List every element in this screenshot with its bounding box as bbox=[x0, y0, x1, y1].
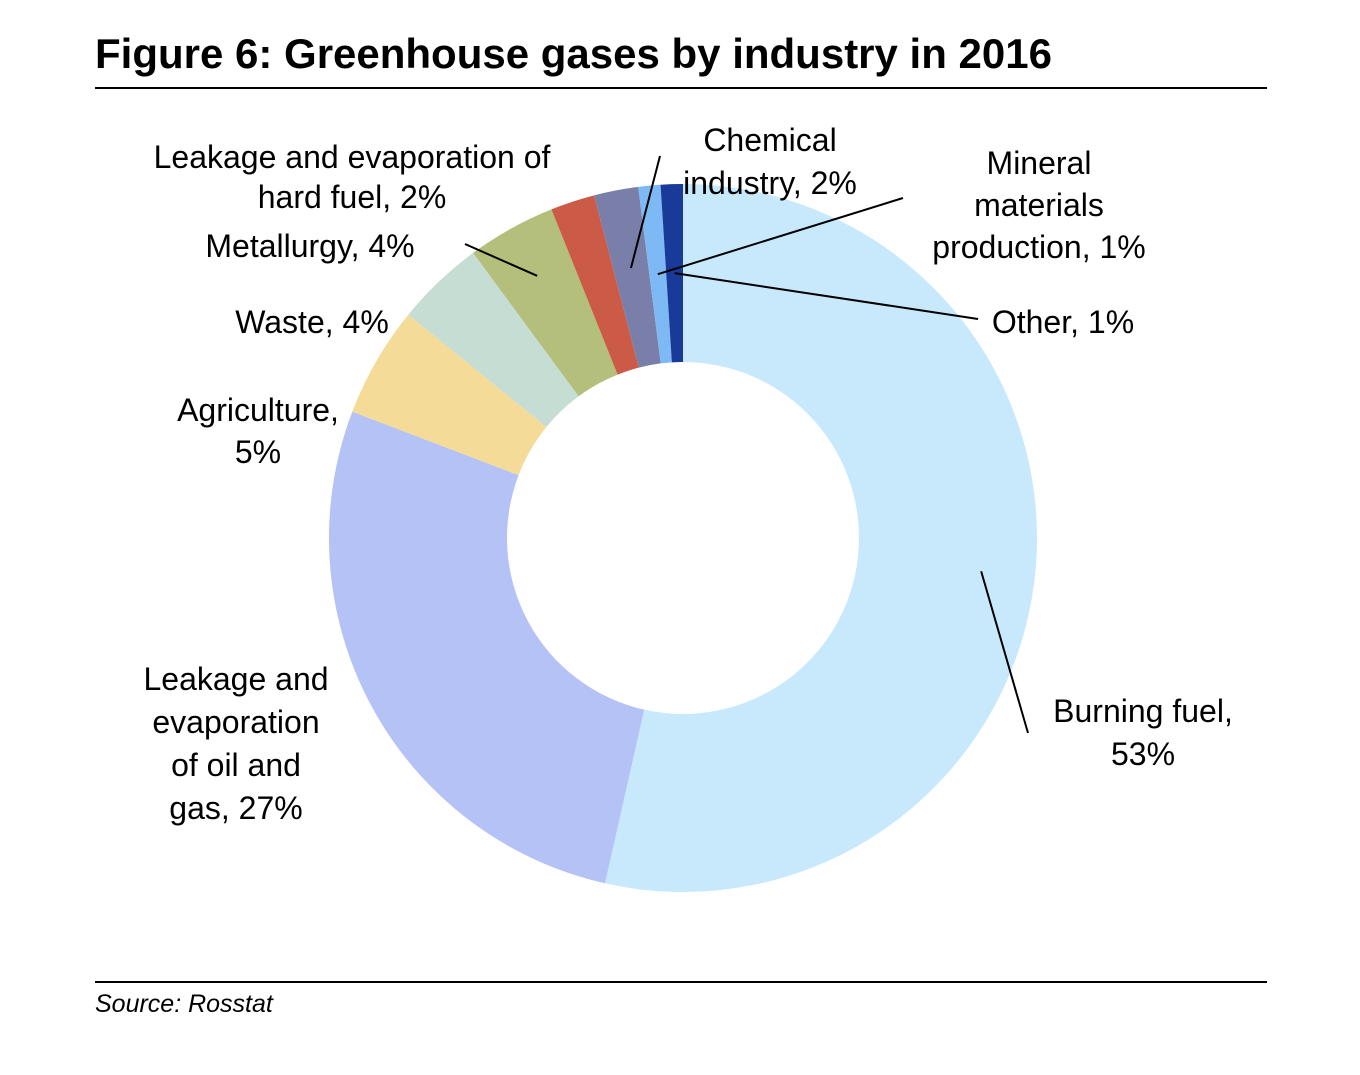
label-other: Other, 1% bbox=[992, 304, 1134, 340]
label-line: industry, 2% bbox=[683, 165, 857, 201]
leader-line-chemical-industry bbox=[629, 155, 661, 269]
leader-line-burning-fuel bbox=[980, 570, 1029, 734]
label-line: 53% bbox=[1111, 736, 1175, 772]
leader-lines bbox=[464, 155, 1029, 734]
label-line: materials bbox=[974, 187, 1104, 223]
label-line: evaporation bbox=[152, 704, 319, 740]
donut-slices bbox=[329, 184, 1037, 892]
label-line: Agriculture, bbox=[177, 392, 339, 428]
slice-leakage-and-evaporation-of-hard-fuel bbox=[551, 195, 639, 375]
slice-chemical-industry bbox=[594, 186, 661, 368]
label-line: gas, 27% bbox=[169, 790, 302, 826]
slice-labels: Burning fuel, 53% Leakage and evaporation of… bbox=[143, 122, 1232, 826]
label-agriculture: Agriculture, 5% bbox=[177, 392, 339, 470]
slice-agriculture bbox=[352, 314, 547, 476]
label-waste: Waste, 4% bbox=[235, 304, 389, 340]
label-leakage-and-evaporation-of-oil-and-gas: Leakage and evaporation of oil and gas, 27% bbox=[143, 661, 328, 826]
label-line: hard fuel, 2% bbox=[258, 179, 447, 215]
label-line: Leakage and evaporation of bbox=[154, 139, 551, 175]
slice-leakage-and-evaporation-of-oil-and-gas bbox=[329, 411, 645, 884]
label-line: Metallurgy, 4% bbox=[205, 228, 414, 264]
label-line: Mineral bbox=[987, 145, 1092, 181]
slice-waste bbox=[408, 252, 579, 428]
label-line: of oil and bbox=[171, 747, 301, 783]
label-line: Other, 1% bbox=[992, 304, 1134, 340]
slice-other bbox=[660, 184, 683, 363]
label-line: Leakage and bbox=[143, 661, 328, 697]
label-metallurgy: Metallurgy, 4% bbox=[205, 228, 414, 264]
title-rule bbox=[95, 87, 1267, 89]
slice-burning-fuel bbox=[605, 184, 1037, 892]
slice-metallurgy bbox=[473, 209, 618, 397]
label-line: 5% bbox=[235, 434, 281, 470]
source-note: Source: Rosstat bbox=[95, 990, 273, 1018]
label-leakage-and-evaporation-of-hard-fuel: Leakage and evaporation of hard fuel, 2% bbox=[154, 139, 551, 215]
label-burning-fuel: Burning fuel, 53% bbox=[1053, 693, 1233, 772]
slice-mineral-materials-production bbox=[638, 184, 672, 364]
label-line: Chemical bbox=[703, 122, 836, 158]
page-title: Figure 6: Greenhouse gases by industry i… bbox=[95, 30, 1052, 77]
label-chemical-industry: Chemical industry, 2% bbox=[683, 122, 857, 201]
leader-line-mineral-materials-production bbox=[657, 197, 904, 276]
leader-line-metallurgy bbox=[464, 243, 538, 277]
leader-line-other bbox=[674, 272, 979, 320]
source-rule bbox=[95, 981, 1267, 983]
label-line: Burning fuel, bbox=[1053, 693, 1233, 729]
label-line: production, 1% bbox=[932, 229, 1145, 265]
label-mineral-materials-production: Mineral materials production, 1% bbox=[932, 145, 1145, 265]
label-line: Waste, 4% bbox=[235, 304, 389, 340]
